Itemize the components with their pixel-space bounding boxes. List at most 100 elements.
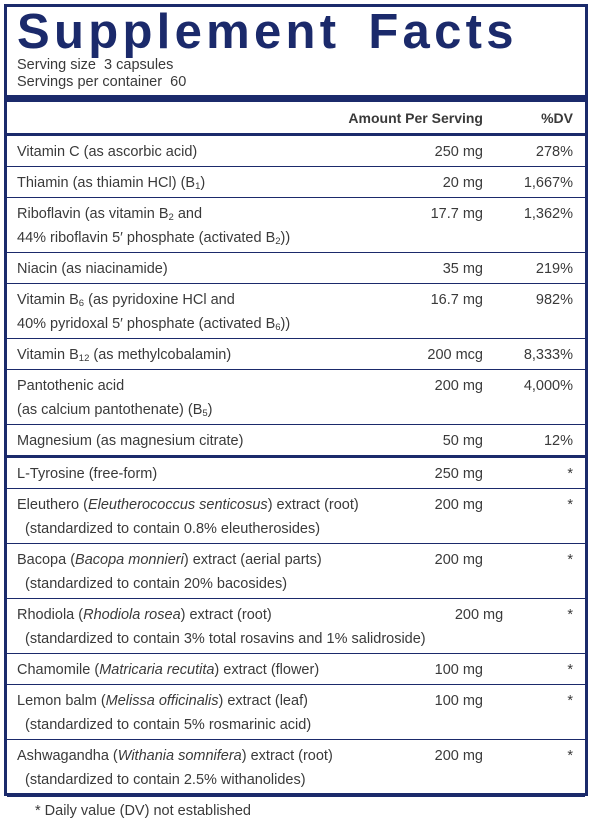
name-line: Eleuthero (Eleutherococcus senticosus) e… <box>17 493 383 517</box>
spacer <box>17 106 313 130</box>
row: Chamomile (Matricaria recutita) extract … <box>7 654 585 684</box>
daily-value: * <box>567 466 573 482</box>
text: Riboflavin (as vitamin B <box>17 206 169 222</box>
nutrient-name: Pantothenic acid (as calcium pantothenate… <box>17 374 383 422</box>
daily-value: 1,362% <box>523 206 573 222</box>
text: ) extract (flower) <box>214 662 320 678</box>
name-line: Vitamin B12 (as methylcobalamin) <box>17 343 383 367</box>
subscript: 6 <box>275 322 281 333</box>
row: Magnesium (as magnesium citrate) 50 mg 12% <box>7 425 585 455</box>
subscript: 1 <box>195 181 201 192</box>
name-line: (standardized to contain 0.8% eleutheros… <box>17 517 383 541</box>
name-line: (standardized to contain 3% total rosavi… <box>17 627 426 651</box>
divider <box>7 197 585 198</box>
name-line: Ashwagandha (Withania somnifera) extract… <box>17 744 383 768</box>
amount: 200 mg <box>434 378 483 394</box>
divider <box>7 684 585 685</box>
nutrient-name: Vitamin B12 (as methylcobalamin) <box>17 343 383 367</box>
text: Chamomile ( <box>17 662 100 678</box>
text: (standardized to contain 5% rosmarinic a… <box>17 717 312 733</box>
divider <box>7 338 585 339</box>
name-line: Vitamin B6 (as pyridoxine HCl and <box>17 288 383 312</box>
divider <box>7 283 585 284</box>
text: 44% riboflavin 5′ phosphate (activated B <box>17 230 276 246</box>
text: Niacin (as niacinamide) <box>17 261 168 277</box>
row: Eleuthero (Eleutherococcus senticosus) e… <box>7 489 585 543</box>
daily-value: * <box>567 607 573 623</box>
daily-value: * <box>567 693 573 709</box>
text: Pantothenic acid <box>17 378 125 394</box>
nutrient-name: Eleuthero (Eleutherococcus senticosus) e… <box>17 493 383 541</box>
italic-text: Melissa officinalis <box>105 693 219 709</box>
daily-value: * <box>567 662 573 678</box>
divider <box>7 252 585 253</box>
text: (standardized to contain 2.5% withanolid… <box>17 772 306 788</box>
text: Vitamin C (as ascorbic acid) <box>17 144 198 160</box>
divider <box>7 739 585 740</box>
row: Niacin (as niacinamide) 35 mg 219% <box>7 253 585 283</box>
divider <box>7 488 585 489</box>
text: ) <box>207 402 213 418</box>
amount: 100 mg <box>434 693 483 709</box>
page: Supplement Facts Serving size 3 capsules… <box>4 4 588 819</box>
subscript: 12 <box>78 353 90 364</box>
row: Bacopa (Bacopa monnieri) extract (aerial… <box>7 544 585 598</box>
text: ) extract (leaf) <box>218 693 308 709</box>
name-line: Riboflavin (as vitamin B2 and <box>17 202 383 226</box>
daily-value: 278% <box>535 144 573 160</box>
nutrient-name: Chamomile (Matricaria recutita) extract … <box>17 658 383 682</box>
name-line: Magnesium (as magnesium citrate) <box>17 429 383 453</box>
amount: 16.7 mg <box>430 292 483 308</box>
row: Pantothenic acid (as calcium pantothenate… <box>7 370 585 424</box>
name-line: 44% riboflavin 5′ phosphate (activated B… <box>17 226 383 250</box>
row: Vitamin B12 (as methylcobalamin) 200 mcg 8… <box>7 339 585 369</box>
text: L-Tyrosine (free-form) <box>17 466 158 482</box>
text: ) extract (root) <box>267 497 359 513</box>
row: Riboflavin (as vitamin B2 and 44% ribofla… <box>7 198 585 252</box>
nutrient-name: Bacopa (Bacopa monnieri) extract (aerial… <box>17 548 383 596</box>
divider <box>7 133 585 136</box>
subscript: 5 <box>202 408 208 419</box>
name-line: L-Tyrosine (free-form) <box>17 462 383 486</box>
text: ) extract (root) <box>180 607 272 623</box>
text: Magnesium (as magnesium citrate) <box>17 433 244 449</box>
italic-text: Bacopa monnieri <box>75 552 184 568</box>
title: Supplement Facts <box>17 5 518 59</box>
nutrient-name: Ashwagandha (Withania somnifera) extract… <box>17 744 383 792</box>
text: (as methylcobalamin) <box>89 347 232 363</box>
text: 40% pyridoxal 5′ phosphate (activated B <box>17 316 276 332</box>
daily-value: * <box>567 497 573 513</box>
text: Lemon balm ( <box>17 693 106 709</box>
nutrient-name: L-Tyrosine (free-form) <box>17 462 383 486</box>
text: (standardized to contain 3% total rosavi… <box>17 631 426 647</box>
daily-value: * <box>567 552 573 568</box>
nutrient-name: Riboflavin (as vitamin B2 and 44% ribofla… <box>17 202 383 250</box>
text: Vitamin B <box>17 292 79 308</box>
amount: 17.7 mg <box>430 206 483 222</box>
daily-value: 982% <box>535 292 573 308</box>
italic-text: Matricaria recutita <box>99 662 215 678</box>
text: and <box>173 206 203 222</box>
text: (as calcium pantothenate) (B <box>17 402 203 418</box>
nutrient-name: Magnesium (as magnesium citrate) <box>17 429 383 453</box>
divider <box>7 95 585 102</box>
row: Lemon balm (Melissa officinalis) extract… <box>7 685 585 739</box>
nutrient-name: Thiamin (as thiamin HCl) (B1) <box>17 171 383 195</box>
nutrient-name: Niacin (as niacinamide) <box>17 257 383 281</box>
name-line: Rhodiola (Rhodiola rosea) extract (root) <box>17 603 426 627</box>
amount: 50 mg <box>442 433 483 449</box>
divider <box>7 369 585 370</box>
table-body: Vitamin C (as ascorbic acid) 250 mg 278% Th… <box>7 136 585 797</box>
divider <box>7 424 585 425</box>
divider <box>7 543 585 544</box>
row: Vitamin B6 (as pyridoxine HCl and 40% pyr… <box>7 284 585 338</box>
daily-value: 8,333% <box>523 347 573 363</box>
name-line: (standardized to contain 2.5% withanolid… <box>17 768 383 792</box>
divider <box>7 794 585 797</box>
amount: 35 mg <box>442 261 483 277</box>
text: ) extract (root) <box>241 748 333 764</box>
nutrient-name: Vitamin C (as ascorbic acid) <box>17 140 383 164</box>
italic-text: Rhodiola rosea <box>83 607 181 623</box>
text: (standardized to contain 0.8% eleutheros… <box>17 521 321 537</box>
nutrient-name: Lemon balm (Melissa officinalis) extract… <box>17 689 383 737</box>
